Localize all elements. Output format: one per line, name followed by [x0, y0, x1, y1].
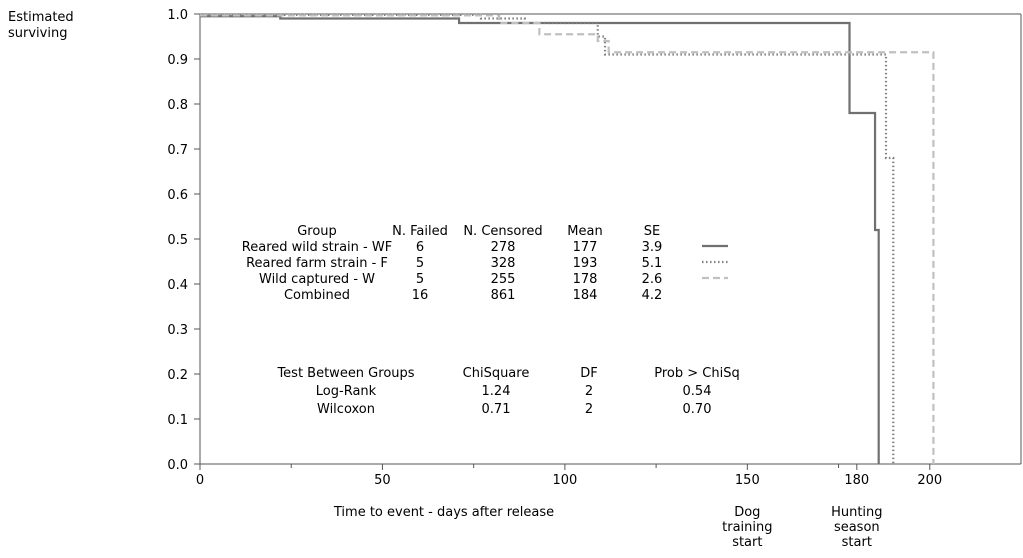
- series-line: [200, 13, 895, 464]
- table-cell: 4.2: [642, 288, 663, 303]
- table-cell: 6: [416, 240, 424, 255]
- table-cell: 5.1: [642, 256, 663, 271]
- table-cell: 328: [491, 256, 516, 271]
- table-cell: 193: [573, 256, 598, 271]
- test-cell: 2: [585, 384, 593, 399]
- test-header: ChiSquare: [463, 366, 530, 381]
- table-cell: 177: [573, 240, 598, 255]
- table-header: N. Censored: [463, 224, 542, 239]
- x-tick-label: 150: [735, 473, 760, 488]
- table-cell: 255: [491, 272, 516, 287]
- y-tick-label: 0.0: [167, 458, 188, 473]
- table-cell: 3.9: [642, 240, 663, 255]
- x-axis-label: Time to event - days after release: [333, 505, 554, 520]
- x-tick-label: 180: [844, 473, 869, 488]
- test-cell: Log-Rank: [316, 384, 377, 399]
- table-cell: 5: [416, 272, 424, 287]
- y-tick-label: 0.4: [167, 278, 188, 293]
- table-header: Mean: [567, 224, 602, 239]
- test-cell: 0.54: [683, 384, 712, 399]
- test-cell: Wilcoxon: [317, 402, 375, 417]
- y-axis-label: Estimated surviving: [8, 10, 74, 41]
- x-tick-label: 50: [374, 473, 391, 488]
- test-header: Test Between Groups: [276, 366, 414, 381]
- y-tick-label: 0.3: [167, 323, 188, 338]
- x-annotation: Dog training start: [722, 505, 772, 550]
- test-cell: 2: [585, 402, 593, 417]
- y-tick-label: 0.1: [167, 413, 188, 428]
- y-tick-label: 0.7: [167, 143, 188, 158]
- y-tick-label: 0.8: [167, 98, 188, 113]
- y-tick-label: 0.9: [167, 53, 188, 68]
- table-cell: 2.6: [642, 272, 663, 287]
- table-cell: Reared farm strain - F: [246, 256, 388, 271]
- table-header: N. Failed: [392, 224, 448, 239]
- table-cell: 278: [491, 240, 516, 255]
- x-tick-label: 0: [196, 473, 204, 488]
- table-cell: 178: [573, 272, 598, 287]
- table-cell: Combined: [284, 288, 350, 303]
- y-tick-label: 0.2: [167, 368, 188, 383]
- table-cell: Reared wild strain - WF: [242, 240, 392, 255]
- test-header: DF: [580, 366, 598, 381]
- test-header: Prob > ChiSq: [654, 366, 739, 381]
- table-header: SE: [644, 224, 660, 239]
- table-header: Group: [297, 224, 337, 239]
- table-cell: Wild captured - W: [259, 272, 375, 287]
- table-cell: 184: [573, 288, 598, 303]
- test-cell: 0.71: [482, 402, 511, 417]
- y-tick-label: 0.5: [167, 233, 188, 248]
- y-tick-label: 1.0: [167, 8, 188, 23]
- series-line: [200, 14, 935, 464]
- table-cell: 5: [416, 256, 424, 271]
- table-cell: 861: [491, 288, 516, 303]
- test-cell: 1.24: [482, 384, 511, 399]
- series-line: [200, 15, 880, 464]
- x-annotation: Hunting season start: [831, 505, 882, 550]
- x-tick-label: 100: [552, 473, 577, 488]
- y-tick-label: 0.6: [167, 188, 188, 203]
- x-tick-label: 200: [917, 473, 942, 488]
- test-cell: 0.70: [683, 402, 712, 417]
- table-cell: 16: [412, 288, 429, 303]
